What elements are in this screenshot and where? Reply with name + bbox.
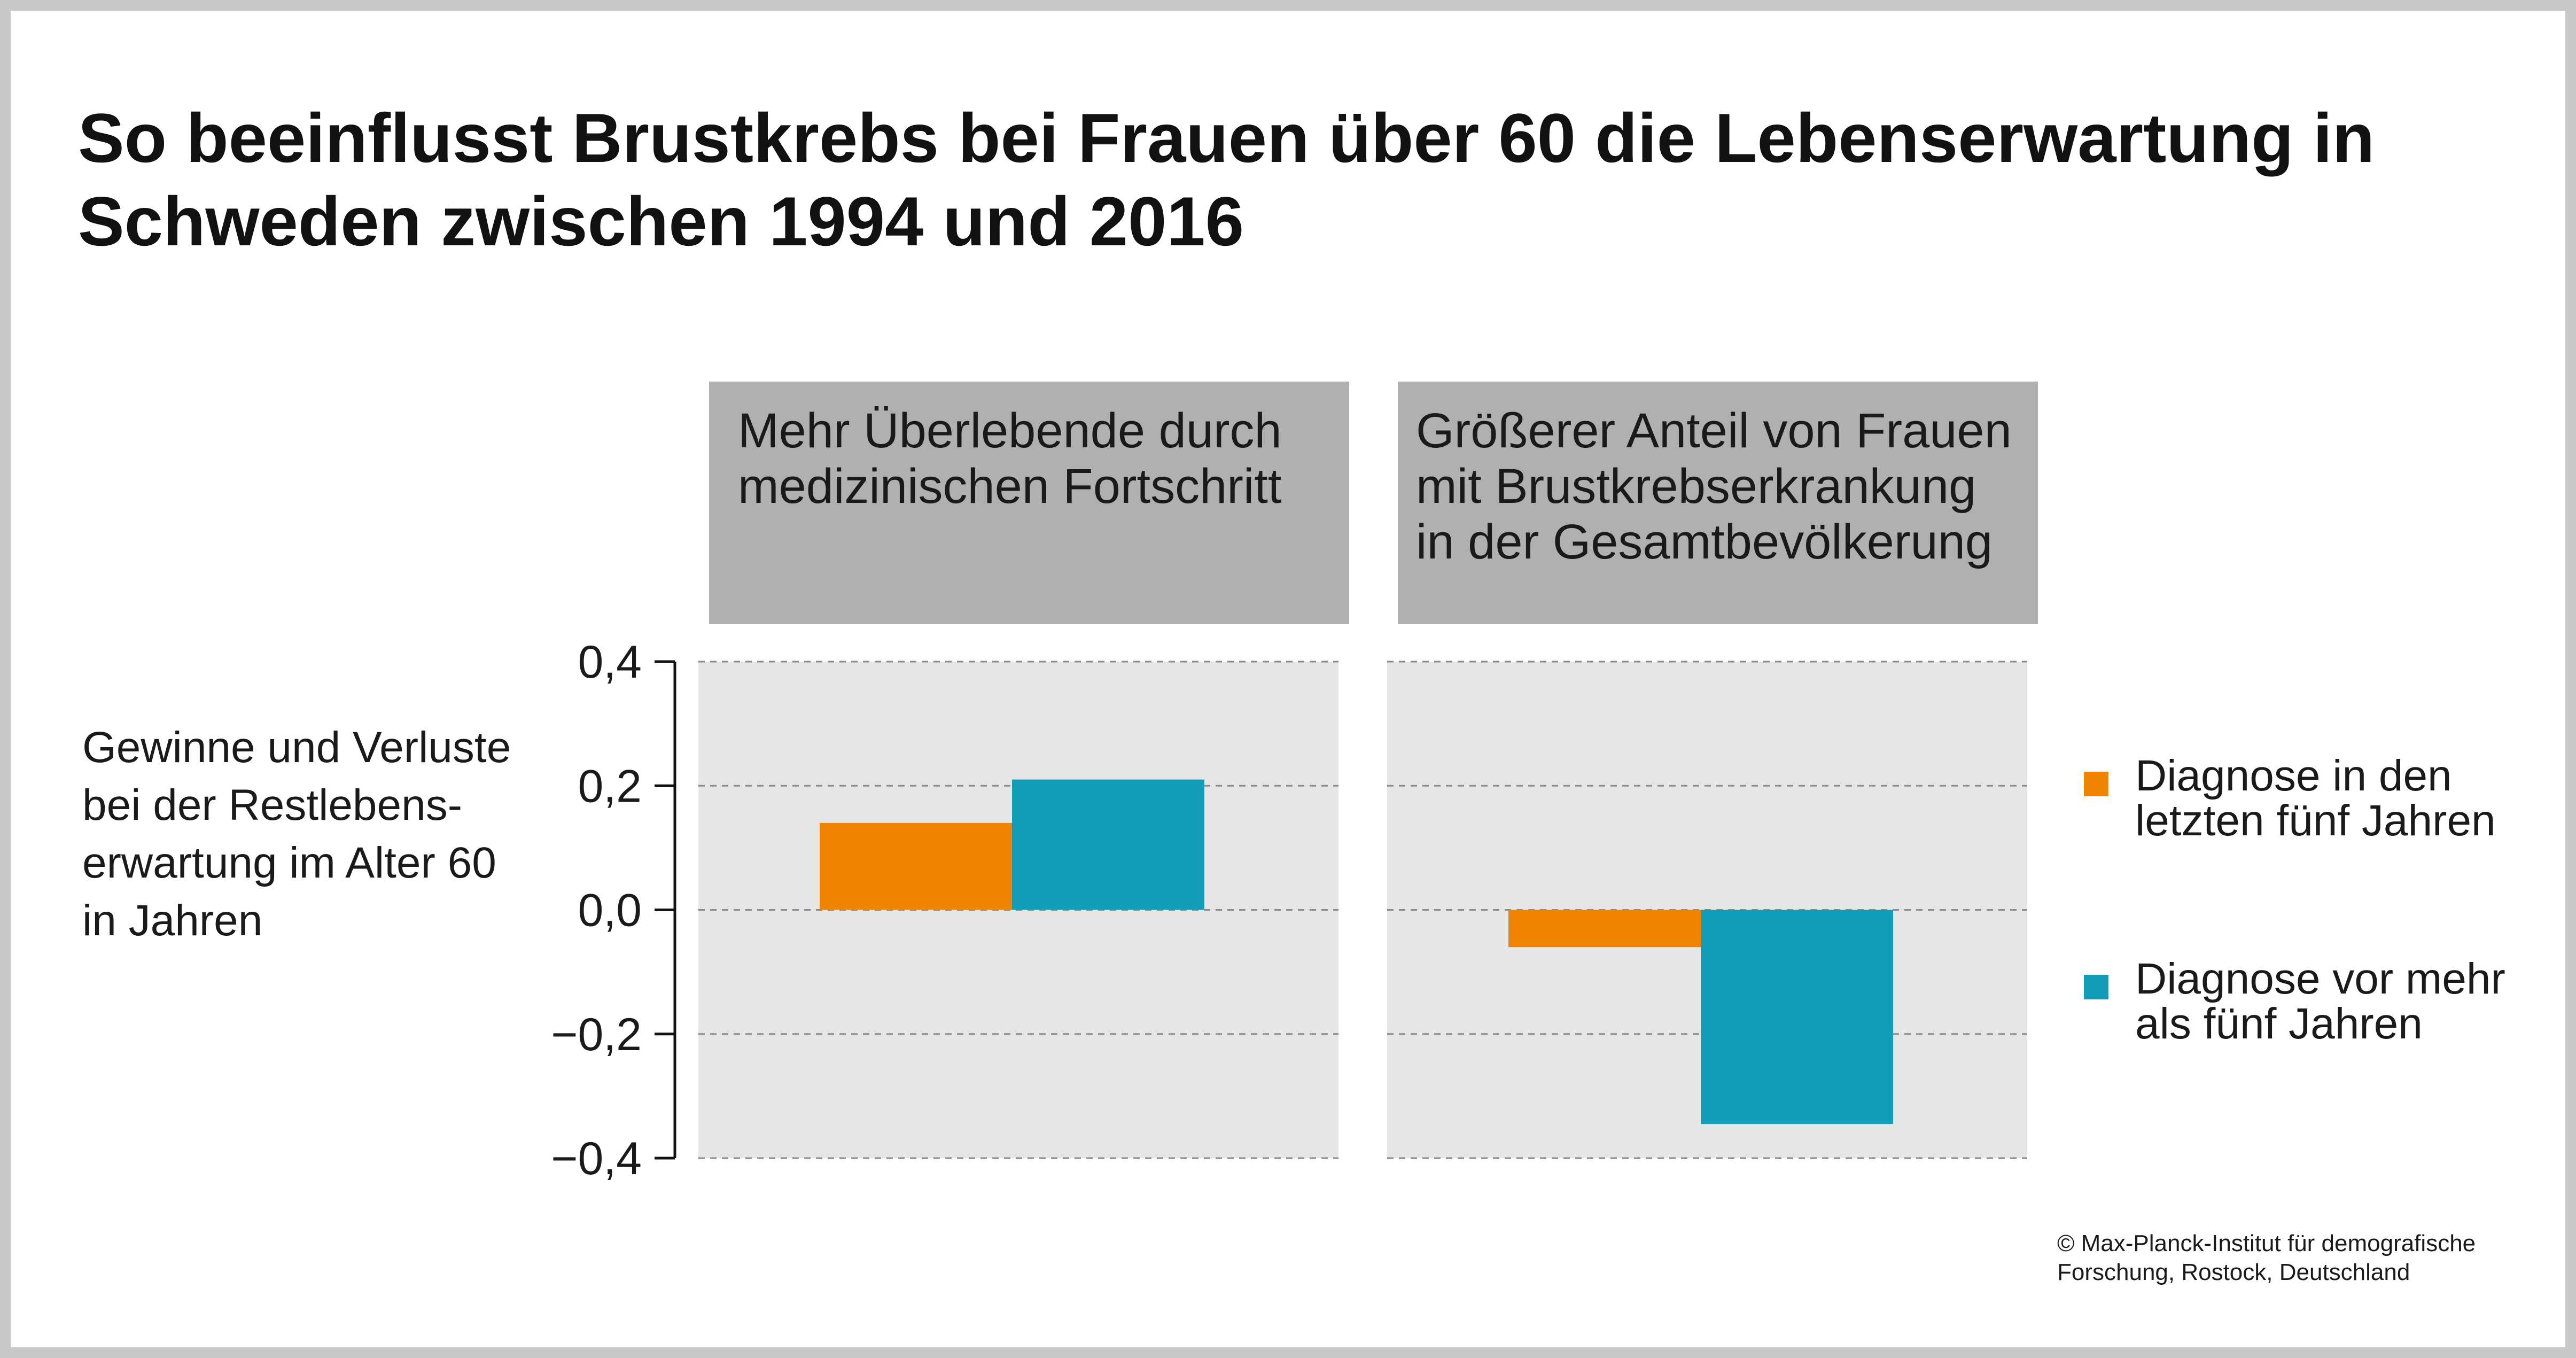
chart-title-line-1: So beeinflusst Brustkrebs bei Frauen übe… [78, 99, 2375, 177]
y-axis-label-line-2: bei der Restlebens- [82, 781, 463, 829]
y-axis-label-line-4: in Jahren [82, 896, 263, 945]
legend-label-recent: Diagnose in den letzten fünf Jahren [2135, 754, 2573, 843]
legend-label-earlier-line-2: als fünf Jahren [2135, 999, 2423, 1048]
chart-title-line-2: Schweden zwischen 1994 und 2016 [78, 182, 1244, 260]
bar-series-1-panel-2 [1508, 910, 1701, 948]
y-tick-label-3: 0,0 [578, 885, 642, 936]
legend-item-earlier: Diagnose vor mehr als fünf Jahren [2084, 957, 2565, 1085]
y-axis-label-line-3: erwartung im Alter 60 [82, 839, 496, 887]
chart-title: So beeinflusst Brustkrebs bei Frauen übe… [78, 96, 2482, 263]
bar-series-2-panel-2 [1701, 910, 1893, 1124]
bar-series-1-panel-1 [820, 822, 1012, 910]
legend-label-earlier-line-1: Diagnose vor mehr [2135, 955, 2505, 1003]
legend-item-recent: Diagnose in den letzten fünf Jahren [2084, 754, 2565, 882]
legend-swatch-recent [2084, 772, 2108, 796]
y-axis-label-line-1: Gewinne und Verluste [82, 723, 511, 772]
copyright-credit-line-1: © Max-Planck-Institut für demografische [2057, 1230, 2476, 1256]
panel-header-left: Mehr Überlebende durch medizinischen For… [709, 382, 1349, 624]
legend-label-recent-line-1: Diagnose in den [2135, 751, 2452, 800]
panel-header-right-line-1: Größerer Anteil von Frauen [1416, 403, 2012, 458]
bar-series-2-panel-1 [1012, 779, 1204, 910]
y-tick-label-4: −0,2 [551, 1009, 642, 1060]
copyright-credit-line-2: Forschung, Rostock, Deutschland [2057, 1259, 2410, 1285]
panel-header-left-line-1: Mehr Überlebende durch [738, 403, 1282, 458]
panel-header-right-line-2: mit Brustkrebserkrankung [1416, 459, 1976, 514]
legend: Diagnose in den letzten fünf Jahren Diag… [2084, 754, 2565, 1165]
legend-label-earlier: Diagnose vor mehr als fünf Jahren [2135, 957, 2573, 1046]
y-tick-label-2: 0,2 [578, 761, 642, 812]
panel-header-right-line-3: in der Gesamtbevölkerung [1416, 515, 1993, 569]
legend-label-recent-line-2: letzten fünf Jahren [2135, 796, 2496, 845]
bar-chart: 0,4 0,2 0,0 −0,2 −0,4 [551, 637, 2027, 1184]
panel-header-left-line-2: medizinischen Fortschritt [738, 459, 1282, 514]
y-tick-label-5: −0,4 [551, 1133, 642, 1184]
copyright-credit: © Max-Planck-Institut für demografische … [2057, 1229, 2570, 1287]
panel-header-right: Größerer Anteil von Frauen mit Brustkreb… [1398, 382, 2038, 624]
legend-swatch-earlier [2084, 975, 2108, 999]
y-tick-label-1: 0,4 [578, 637, 642, 688]
y-axis-label: Gewinne und Verluste bei der Restlebens-… [82, 719, 563, 950]
